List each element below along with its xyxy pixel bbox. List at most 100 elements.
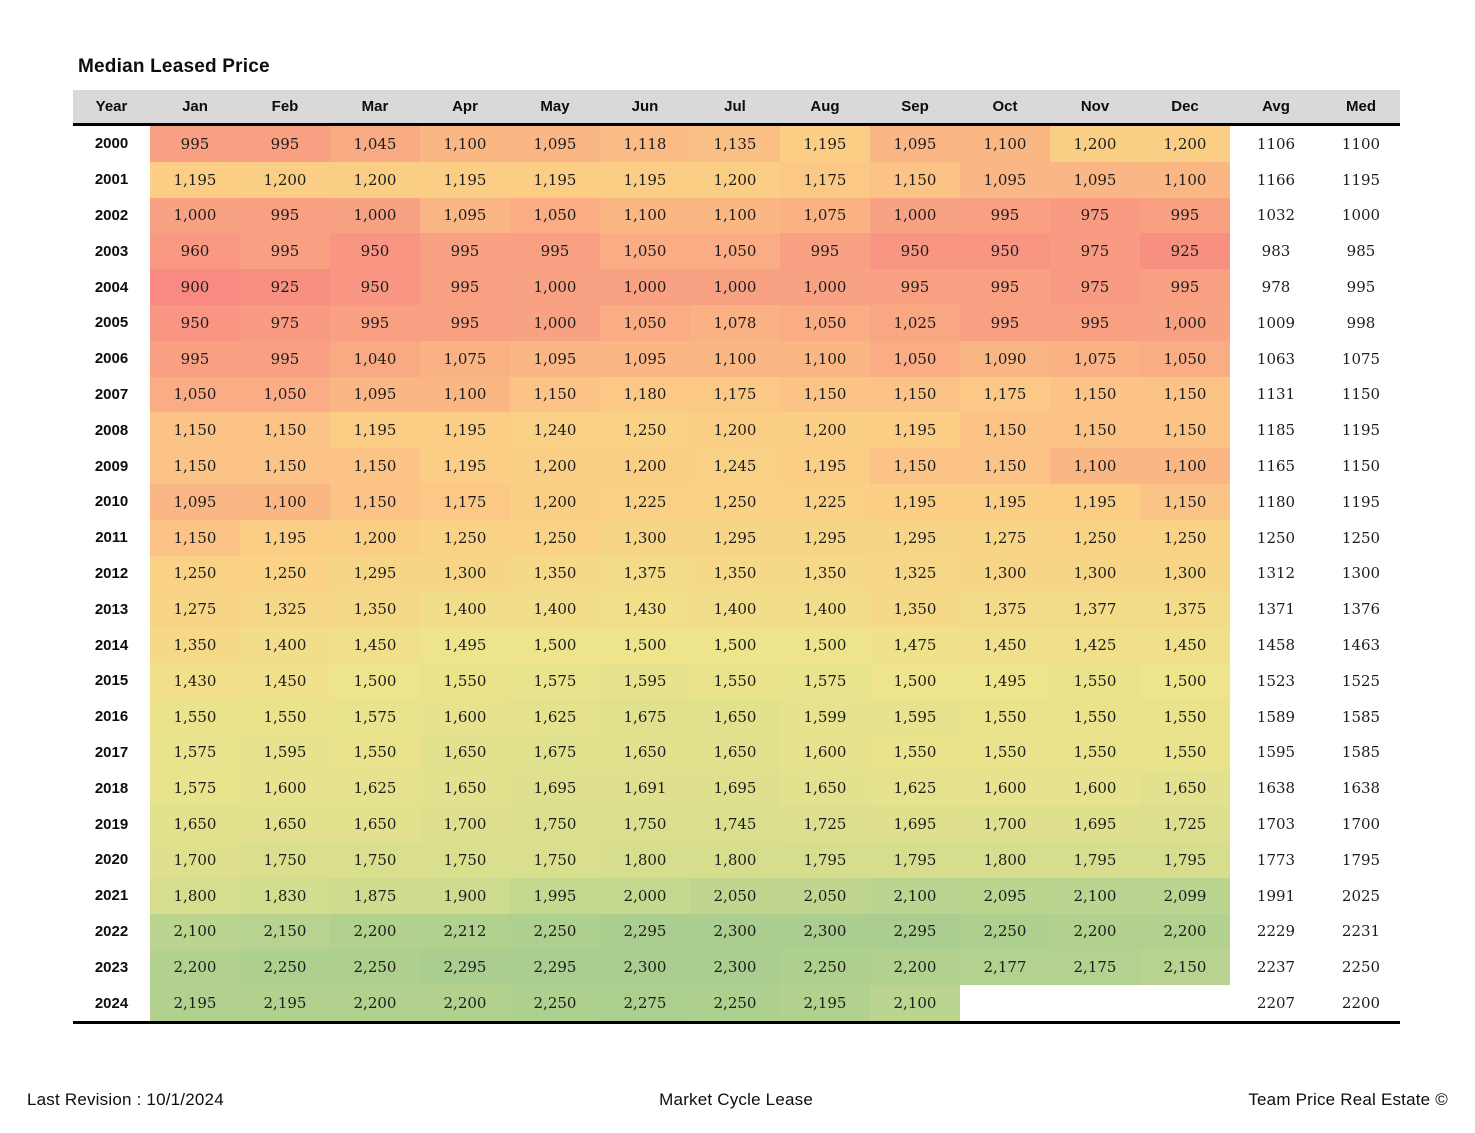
table-row: 2005 950 975 995 995 1,000 1,050 1,078 1,050 1,02…	[73, 304, 1400, 341]
price-cell: 1,995	[510, 877, 600, 914]
price-cell: 1,250	[1050, 519, 1140, 556]
price-cell: 1,095	[510, 340, 600, 377]
price-cell: 975	[1050, 233, 1140, 270]
price-cell: 1,625	[510, 698, 600, 735]
price-cell: 2,295	[420, 949, 510, 986]
price-cell: 1,025	[870, 304, 960, 341]
price-cell: 975	[240, 304, 330, 341]
price-cell: 1,650	[600, 734, 690, 771]
price-cell: 1,000	[330, 197, 420, 234]
year-cell: 2023	[73, 949, 150, 986]
price-cell: 1,595	[240, 734, 330, 771]
price-cell: 1,250	[510, 519, 600, 556]
price-cell: 995	[960, 304, 1050, 341]
price-cell: 1,295	[690, 519, 780, 556]
price-cell: 1,200	[780, 412, 870, 449]
median-leased-price-table: Year Jan Feb Mar Apr May Jun Jul Aug Sep Oct Nov Dec…	[73, 90, 1400, 1024]
table-row: 2007 1,050 1,050 1,095 1,100 1,150 1,180 1,175 1…	[73, 376, 1400, 413]
price-cell: 1,000	[510, 269, 600, 305]
price-cell: 1,100	[600, 197, 690, 234]
avg-cell: 1312	[1230, 555, 1322, 592]
price-cell: 1,050	[600, 233, 690, 270]
price-cell: 1,225	[780, 483, 870, 520]
price-cell	[1140, 985, 1230, 1024]
price-cell: 2,195	[150, 985, 240, 1024]
price-cell: 1,325	[240, 591, 330, 628]
price-cell: 2,177	[960, 949, 1050, 986]
price-cell: 1,700	[420, 806, 510, 842]
year-cell: 2006	[73, 340, 150, 377]
price-cell: 1,550	[1050, 662, 1140, 699]
price-cell: 1,800	[150, 877, 240, 914]
year-cell: 2018	[73, 770, 150, 807]
price-cell: 1,795	[870, 841, 960, 878]
price-cell: 2,300	[690, 949, 780, 986]
price-cell: 1,550	[1050, 698, 1140, 735]
price-cell	[1050, 985, 1140, 1024]
price-cell: 995	[1140, 197, 1230, 234]
year-cell: 2005	[73, 304, 150, 341]
price-cell: 2,295	[870, 913, 960, 950]
price-cell: 1,100	[1050, 448, 1140, 484]
price-cell: 1,691	[600, 770, 690, 807]
price-cell: 2,250	[780, 949, 870, 986]
price-cell: 1,200	[330, 519, 420, 556]
year-cell: 2013	[73, 591, 150, 628]
price-cell: 1,118	[600, 124, 690, 162]
price-cell: 1,300	[960, 555, 1050, 592]
price-cell: 1,300	[600, 519, 690, 556]
price-cell: 1,095	[330, 376, 420, 413]
avg-cell: 1166	[1230, 161, 1322, 198]
price-cell: 1,795	[1050, 841, 1140, 878]
year-cell: 2009	[73, 448, 150, 484]
med-cell: 1250	[1322, 519, 1400, 556]
price-cell: 995	[150, 340, 240, 377]
price-cell: 975	[1050, 197, 1140, 234]
price-cell: 1,350	[510, 555, 600, 592]
price-cell: 1,150	[780, 376, 870, 413]
price-cell: 1,550	[1050, 734, 1140, 771]
price-cell: 1,150	[330, 448, 420, 484]
price-cell: 1,250	[690, 483, 780, 520]
column-header: Dec	[1140, 90, 1230, 125]
price-cell: 1,377	[1050, 591, 1140, 628]
med-cell: 2025	[1322, 877, 1400, 914]
med-cell: 1585	[1322, 698, 1400, 735]
price-cell: 1,595	[600, 662, 690, 699]
price-cell: 1,000	[150, 197, 240, 234]
price-cell: 1,195	[600, 161, 690, 198]
price-cell: 995	[510, 233, 600, 270]
price-cell: 1,650	[420, 770, 510, 807]
avg-cell: 1589	[1230, 698, 1322, 735]
price-cell: 1,750	[240, 841, 330, 878]
price-cell: 1,225	[600, 483, 690, 520]
price-cell: 995	[420, 233, 510, 270]
med-cell: 2231	[1322, 913, 1400, 950]
price-cell: 1,695	[870, 806, 960, 842]
table-row: 2023 2,200 2,250 2,250 2,295 2,295 2,300 2,300 2…	[73, 949, 1400, 986]
price-cell: 1,175	[690, 376, 780, 413]
price-cell: 1,600	[780, 734, 870, 771]
price-cell: 2,200	[1050, 913, 1140, 950]
price-cell: 1,045	[330, 124, 420, 162]
price-cell: 1,095	[960, 161, 1050, 198]
table-row: 2011 1,150 1,195 1,200 1,250 1,250 1,300 1,295 1…	[73, 519, 1400, 556]
price-cell: 1,150	[870, 376, 960, 413]
price-cell: 1,195	[870, 483, 960, 520]
price-cell: 995	[330, 304, 420, 341]
price-cell: 1,095	[150, 483, 240, 520]
price-cell: 1,550	[690, 662, 780, 699]
price-cell: 1,250	[150, 555, 240, 592]
price-cell: 2,250	[330, 949, 420, 986]
price-cell: 2,250	[510, 985, 600, 1024]
price-cell: 1,375	[600, 555, 690, 592]
price-cell: 1,550	[960, 734, 1050, 771]
avg-cell: 1371	[1230, 591, 1322, 628]
price-cell: 1,800	[690, 841, 780, 878]
price-cell: 1,750	[510, 806, 600, 842]
price-cell: 995	[420, 269, 510, 305]
table-row: 2019 1,650 1,650 1,650 1,700 1,750 1,750 1,745 1…	[73, 806, 1400, 842]
price-cell: 1,575	[330, 698, 420, 735]
price-cell: 1,100	[240, 483, 330, 520]
column-header: Jun	[600, 90, 690, 125]
